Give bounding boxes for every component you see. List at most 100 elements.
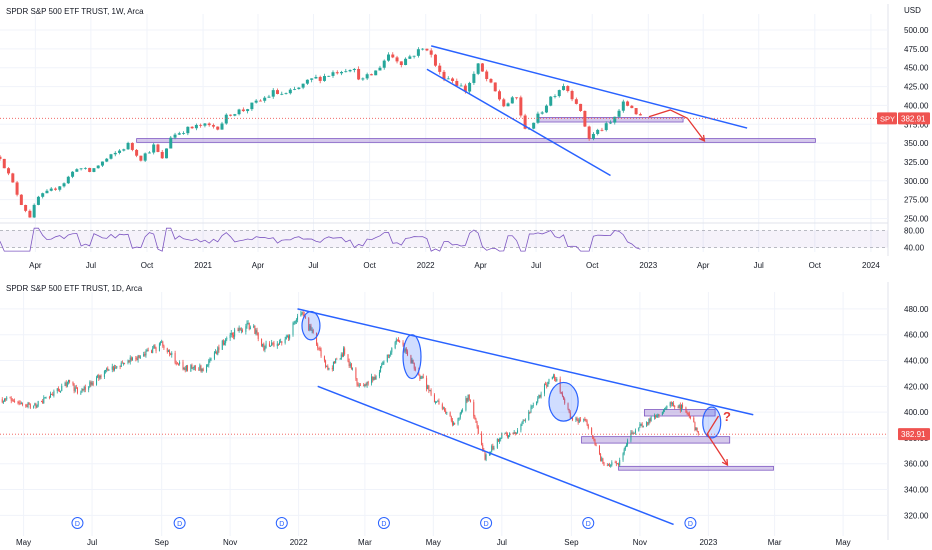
daily-dividend-marker-label: D xyxy=(484,521,489,528)
daily-candle-body xyxy=(641,423,643,427)
daily-candle-body xyxy=(169,350,171,355)
weekly-candle-body xyxy=(502,99,506,107)
daily-candle-body xyxy=(190,365,192,372)
daily-candle-body xyxy=(25,404,27,407)
daily-dividend-marker xyxy=(71,517,84,529)
daily-candle-body xyxy=(99,375,101,379)
daily-candle-body xyxy=(468,394,470,400)
daily-candle-body xyxy=(413,363,415,369)
daily-candle-body xyxy=(21,403,23,405)
weekly-candle-body xyxy=(135,149,139,156)
daily-candle-body xyxy=(622,453,624,461)
weekly-x-tick-label: Oct xyxy=(141,261,154,270)
weekly-candle-body xyxy=(609,122,612,124)
daily-y-tick-label: 480.00 xyxy=(904,305,929,314)
daily-candle-body xyxy=(592,434,594,439)
daily-candle-body xyxy=(394,342,396,349)
daily-candle-body xyxy=(556,378,558,381)
daily-candle-body xyxy=(105,369,107,372)
daily-candle-body xyxy=(247,323,249,324)
weekly-candle-body xyxy=(438,65,442,72)
weekly-candle-body xyxy=(468,82,472,92)
daily-candle-body xyxy=(693,417,695,423)
daily-candle-body xyxy=(261,338,263,347)
daily-candle-body xyxy=(347,354,349,362)
daily-candle-body xyxy=(465,398,467,411)
daily-candle-body xyxy=(33,405,35,408)
daily-candle-body xyxy=(578,419,580,423)
daily-candle-body xyxy=(27,402,29,407)
daily-candle-body xyxy=(540,393,542,397)
daily-candle-body xyxy=(64,382,66,386)
weekly-x-tick-label: Apr xyxy=(252,261,265,270)
daily-candle-body xyxy=(386,354,388,362)
daily-candle-body xyxy=(100,375,102,377)
daily-candle-body xyxy=(363,384,365,387)
weekly-candle-body xyxy=(28,210,32,218)
weekly-candle-body xyxy=(626,101,630,106)
daily-candle-body xyxy=(325,360,327,367)
daily-candle-body xyxy=(460,410,462,414)
weekly-candle-body xyxy=(237,109,241,115)
daily-candle-body xyxy=(57,388,59,391)
weekly-x-tick-label: 2021 xyxy=(194,261,212,270)
daily-candle-body xyxy=(162,341,164,346)
weekly-y-tick-label: 275.00 xyxy=(904,196,929,205)
daily-candle-body xyxy=(135,357,137,359)
daily-candle-body xyxy=(137,355,139,360)
weekly-candle-body xyxy=(451,78,455,81)
daily-candle-body xyxy=(390,352,392,355)
weekly-candle-body xyxy=(587,126,591,139)
daily-candle-body xyxy=(50,393,52,398)
daily-candle-body xyxy=(131,357,133,361)
daily-candle-body xyxy=(35,403,37,408)
daily-candle-body xyxy=(634,430,636,433)
daily-candle-body xyxy=(82,388,84,391)
daily-candle-body xyxy=(146,349,148,352)
daily-candle-body xyxy=(349,363,351,367)
daily-candle-body xyxy=(476,422,478,427)
daily-candle-body xyxy=(56,388,58,392)
weekly-candle-body xyxy=(250,102,254,110)
weekly-candle-body xyxy=(207,123,211,126)
weekly-candle-body xyxy=(109,154,113,159)
daily-candle-body xyxy=(183,367,185,370)
weekly-candle-body xyxy=(374,70,378,76)
daily-candle-body xyxy=(356,378,358,385)
daily-candle-body xyxy=(19,402,21,404)
daily-dividend-marker-label: D xyxy=(177,521,182,528)
daily-candle-body xyxy=(694,422,696,431)
weekly-candle-body xyxy=(463,85,467,92)
daily-candle-body xyxy=(496,439,498,448)
daily-y-tick-label: 360.00 xyxy=(904,460,929,469)
daily-candle-body xyxy=(52,394,54,396)
daily-candle-body xyxy=(627,440,629,445)
daily-candle-body xyxy=(344,348,346,355)
daily-candle-body xyxy=(292,323,294,335)
daily-candle-body xyxy=(512,433,514,434)
daily-candle-body xyxy=(240,330,242,331)
daily-candle-body xyxy=(312,330,314,333)
daily-candle-body xyxy=(285,336,287,340)
daily-candle-body xyxy=(600,453,602,461)
daily-candle-body xyxy=(499,439,501,442)
daily-candle-body xyxy=(358,384,360,386)
daily-candle-body xyxy=(539,395,541,397)
daily-candle-body xyxy=(610,465,612,467)
daily-candle-body xyxy=(543,384,545,394)
weekly-candle-body xyxy=(310,78,314,80)
weekly-candle-body xyxy=(0,156,2,159)
daily-candle-body xyxy=(151,350,153,353)
daily-candle-body xyxy=(138,355,140,358)
daily-candle-body xyxy=(239,327,241,331)
daily-candle-body xyxy=(473,402,475,417)
daily-candle-body xyxy=(630,432,632,441)
daily-candle-body xyxy=(493,447,495,450)
weekly-candle-body xyxy=(126,142,130,150)
weekly-x-tick-label: 2023 xyxy=(639,261,657,270)
daily-candle-body xyxy=(657,414,659,416)
daily-candle-body xyxy=(352,368,354,370)
weekly-candle-body xyxy=(11,173,15,183)
weekly-candle-body xyxy=(165,148,168,159)
daily-candle-body xyxy=(564,398,566,404)
